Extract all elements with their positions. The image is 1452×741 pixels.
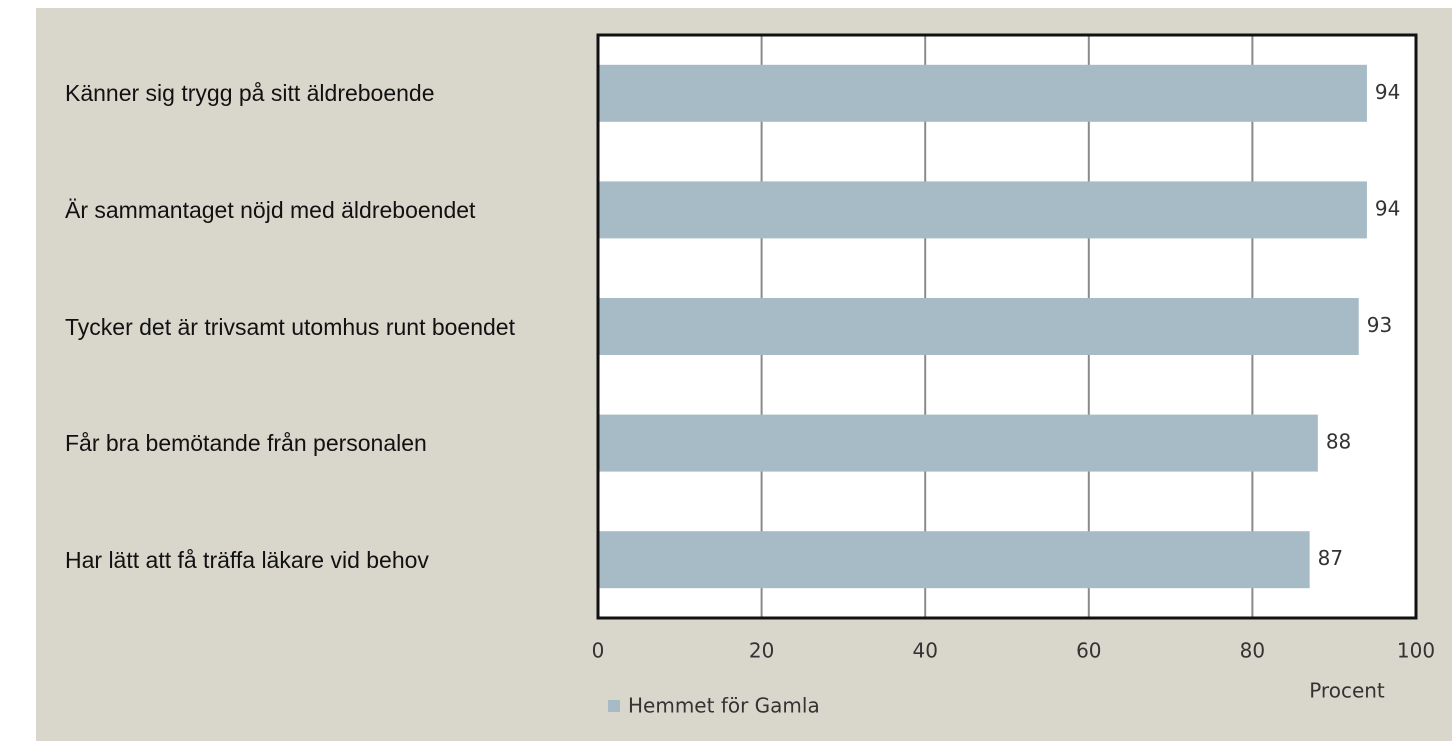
legend-label: Hemmet för Gamla — [628, 694, 820, 718]
bar — [598, 531, 1310, 589]
value-label: 87 — [1318, 546, 1343, 570]
x-tick-label: 80 — [1240, 639, 1265, 663]
value-label: 93 — [1367, 313, 1392, 337]
x-tick-label: 40 — [912, 639, 937, 663]
plot-border — [596, 33, 1418, 620]
bar — [598, 298, 1359, 355]
bar — [598, 414, 1318, 472]
x-tick-label: 60 — [1076, 639, 1101, 663]
category-label: Tycker det är trivsamt utomhus runt boen… — [65, 313, 515, 340]
value-label: 94 — [1375, 80, 1400, 104]
category-label: Känner sig trygg på sitt äldreboende — [65, 80, 435, 107]
value-label: 88 — [1326, 430, 1351, 454]
x-axis-label: Procent — [1309, 679, 1385, 703]
category-label: Har lätt att få träffa läkare vid behov — [65, 546, 429, 573]
bar — [598, 64, 1367, 122]
bar — [598, 181, 1367, 239]
category-label: Får bra bemötande från personalen — [65, 430, 427, 457]
legend-swatch — [608, 700, 620, 712]
x-tick-label: 100 — [1397, 639, 1435, 663]
x-tick-label: 0 — [592, 639, 605, 663]
category-label: Är sammantaget nöjd med äldreboendet — [65, 196, 476, 223]
x-tick-label: 20 — [749, 639, 774, 663]
value-label: 94 — [1375, 196, 1400, 220]
